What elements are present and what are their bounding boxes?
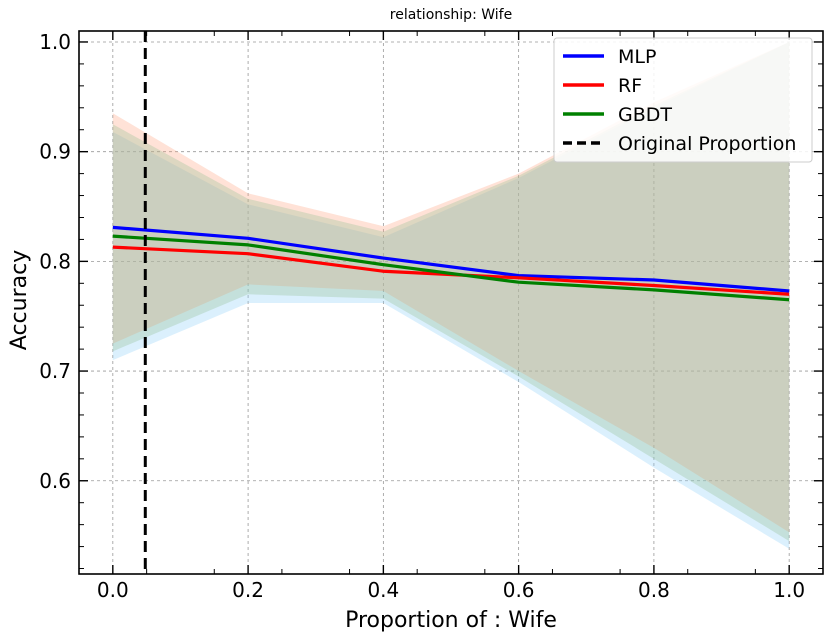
legend-label: MLP	[618, 46, 656, 68]
series-line-gbdt	[112, 234, 790, 302]
plot-frame	[78, 30, 824, 575]
x-tick-label: 0.6	[503, 578, 535, 602]
y-tick-label: 1.0	[39, 30, 71, 54]
x-tick-label: 0.0	[97, 578, 129, 602]
chart-title: relationship: Wife	[390, 7, 512, 23]
y-tick-label: 0.6	[39, 469, 71, 493]
y-tick-labels: 0.6 0.7 0.8 0.9 1.0	[39, 30, 71, 493]
legend-label: Original Proportion	[618, 133, 796, 155]
y-axis-label: Accuracy	[7, 250, 32, 350]
x-tick-label: 0.4	[367, 578, 399, 602]
legend-box	[553, 37, 813, 163]
legend-label: GBDT	[618, 104, 672, 126]
y-tick-label: 0.9	[39, 140, 71, 164]
x-tick-label: 0.8	[638, 578, 670, 602]
confidence-band-rf	[112, 41, 790, 533]
x-tick-labels: 0.0 0.2 0.4 0.6 0.8 1.0	[97, 578, 805, 602]
series-lines	[112, 225, 790, 302]
legend: MLP RF GBDT Original Proportion	[553, 37, 813, 163]
x-tick-label: 1.0	[773, 578, 805, 602]
series-line-mlp	[112, 225, 790, 293]
legend-label: RF	[618, 75, 642, 97]
confidence-band-mlp	[112, 41, 790, 549]
y-tick-label: 0.8	[39, 249, 71, 273]
confidence-bands	[112, 41, 790, 549]
x-tick-label: 0.2	[232, 578, 264, 602]
x-axis-label: Proportion of : Wife	[345, 608, 557, 633]
confidence-band-gbdt	[112, 41, 790, 542]
y-tick-label: 0.7	[39, 359, 71, 383]
axis-ticks	[78, 31, 823, 574]
